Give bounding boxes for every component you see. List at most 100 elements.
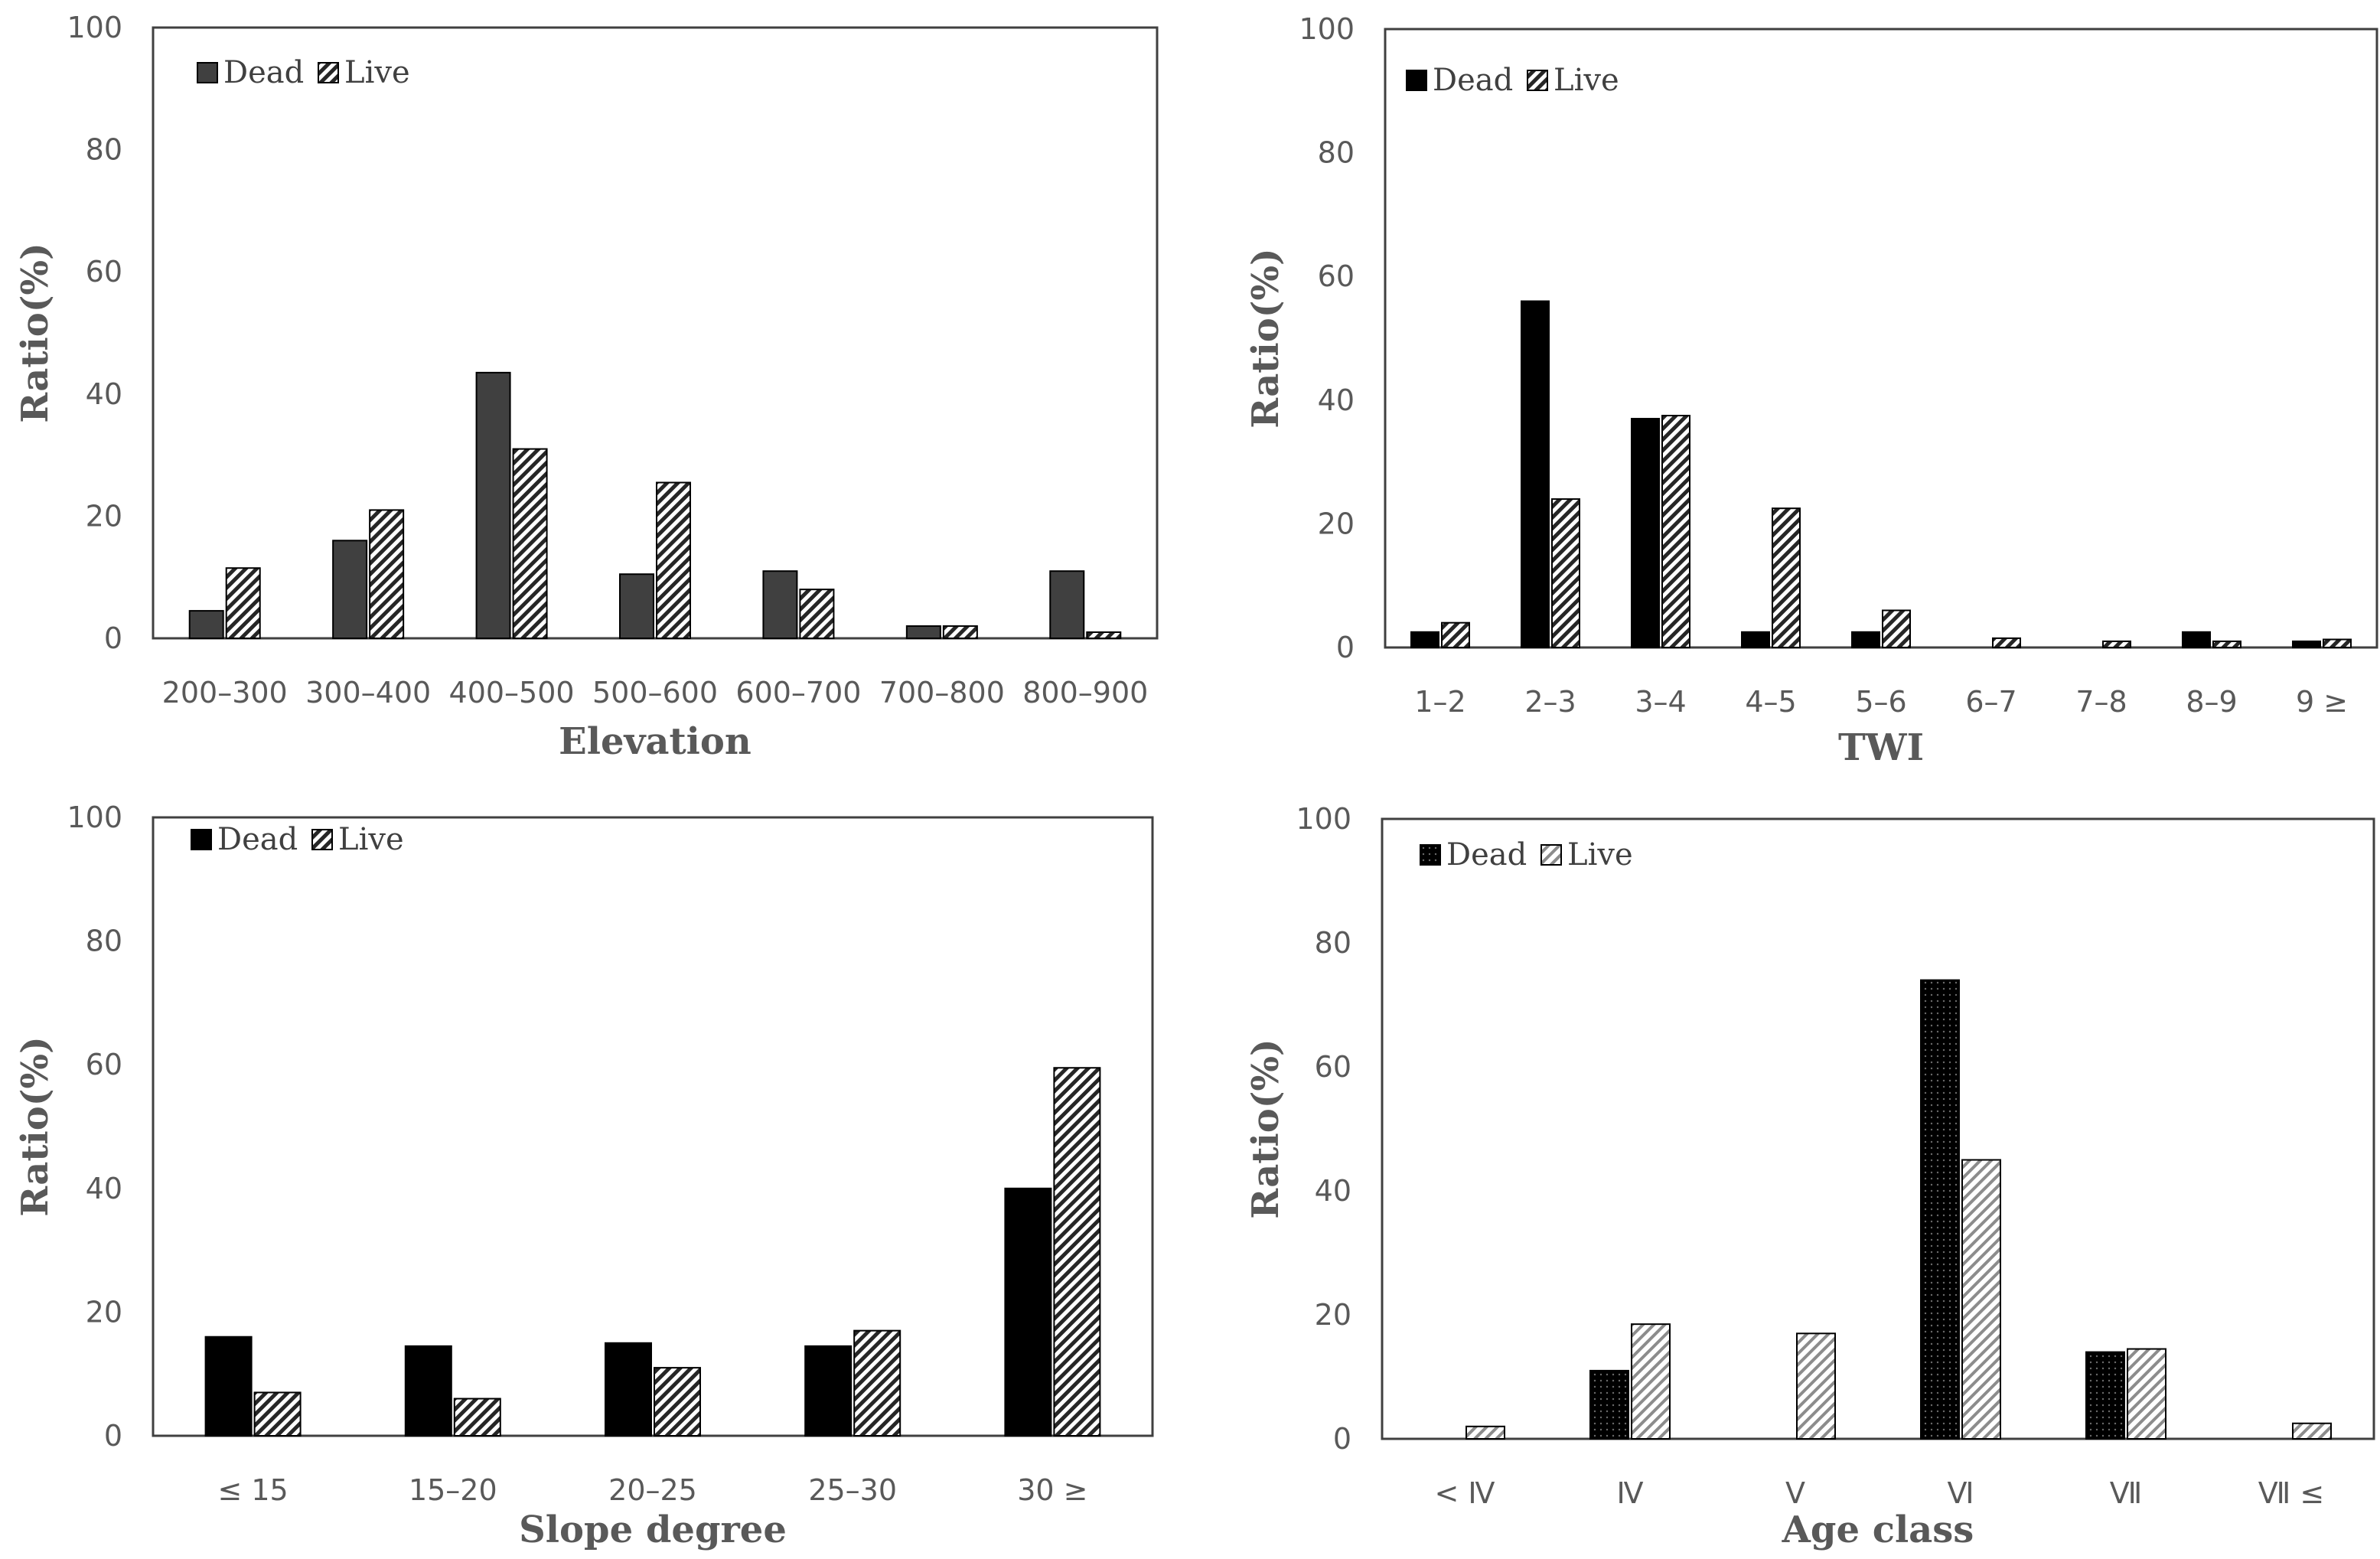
legend-swatch-dead xyxy=(1406,70,1427,91)
y-tick-label: 0 xyxy=(104,621,122,655)
y-tick-label: 20 xyxy=(86,1295,122,1329)
x-tick-label: 3–4 xyxy=(1635,685,1686,719)
bar-live xyxy=(1053,1067,1101,1437)
x-tick-label: 1–2 xyxy=(1414,685,1465,719)
y-tick-label: 60 xyxy=(86,255,122,289)
y-tick-label: 100 xyxy=(1296,802,1351,836)
bar-live xyxy=(512,448,548,639)
x-tick-label: 400–500 xyxy=(449,676,575,709)
x-tick-label: ≤ 15 xyxy=(217,1473,288,1507)
legend-swatch-dead xyxy=(191,829,212,850)
legend-label-live: Live xyxy=(1567,837,1633,872)
x-axis-label: Elevation xyxy=(559,720,751,763)
x-tick-label: 7–8 xyxy=(2075,685,2127,719)
y-tick-label: 40 xyxy=(1315,1174,1351,1208)
bar-dead xyxy=(204,1336,253,1437)
x-tick-label: < Ⅳ xyxy=(1435,1476,1495,1510)
y-tick-label: 80 xyxy=(86,133,122,167)
x-tick-label: 300–400 xyxy=(305,676,431,709)
y-axis-label: Ratio(%) xyxy=(1244,1039,1287,1219)
x-tick-label: 700–800 xyxy=(879,676,1005,709)
plot-frame xyxy=(152,26,1159,640)
y-tick-label: 60 xyxy=(86,1048,122,1081)
legend-swatch-live xyxy=(1540,844,1562,866)
legend-label-live: Live xyxy=(344,55,410,90)
x-tick-label: 9 ≥ xyxy=(2296,685,2348,719)
y-tick-label: 20 xyxy=(86,499,122,533)
bar-dead xyxy=(1004,1187,1052,1437)
bar-dead xyxy=(762,570,798,639)
x-axis-label: Slope degree xyxy=(519,1508,787,1551)
y-tick-label: 0 xyxy=(104,1419,122,1453)
legend-swatch-live xyxy=(1527,70,1548,91)
x-tick-label: 2–3 xyxy=(1524,685,1576,719)
bar-live xyxy=(369,509,405,639)
bar-live xyxy=(1796,1332,1836,1440)
bar-dead xyxy=(1049,570,1085,639)
bar-dead xyxy=(1741,631,1770,648)
x-tick-label: 20–25 xyxy=(608,1473,697,1507)
bar-dead xyxy=(2085,1351,2125,1440)
y-axis-label: Ratio(%) xyxy=(14,1036,57,1217)
y-axis-label: Ratio(%) xyxy=(1244,248,1287,429)
x-tick-label: 600–700 xyxy=(735,676,861,709)
y-tick-label: 60 xyxy=(1318,259,1355,293)
bar-dead xyxy=(1410,631,1439,648)
x-tick-label: Ⅳ xyxy=(1616,1476,1643,1510)
legend-swatch-live xyxy=(318,62,339,83)
legend-label-live: Live xyxy=(1554,63,1619,98)
x-tick-label: 200–300 xyxy=(162,676,288,709)
x-tick-label: 800–900 xyxy=(1022,676,1148,709)
x-tick-label: 6–7 xyxy=(1965,685,2016,719)
plot-frame xyxy=(1381,817,2375,1440)
plot-frame xyxy=(152,816,1154,1437)
y-tick-label: 0 xyxy=(1333,1422,1351,1456)
bar-dead xyxy=(2292,640,2321,648)
bar-dead xyxy=(332,540,368,640)
bar-live xyxy=(2212,640,2241,648)
x-tick-label: 30 ≥ xyxy=(1017,1473,1087,1507)
legend-swatch-dead xyxy=(1420,844,1441,866)
bar-dead xyxy=(1521,300,1550,648)
y-tick-label: 80 xyxy=(1315,926,1351,960)
bar-dead xyxy=(1851,631,1880,648)
x-tick-label: Ⅵ xyxy=(1947,1476,1974,1510)
legend-label-dead: Dead xyxy=(1446,837,1527,872)
y-tick-label: 0 xyxy=(1336,631,1355,664)
bar-dead xyxy=(1631,418,1660,648)
bar-live xyxy=(942,625,978,639)
bar-dead xyxy=(1920,979,1960,1440)
y-tick-label: 40 xyxy=(86,1172,122,1205)
bar-dead xyxy=(619,573,654,640)
bar-live xyxy=(853,1329,901,1437)
bar-dead xyxy=(475,371,511,639)
x-tick-label: 500–600 xyxy=(592,676,718,709)
legend-label-dead: Dead xyxy=(217,822,298,857)
y-tick-label: 100 xyxy=(1299,12,1355,46)
y-tick-label: 20 xyxy=(1318,507,1355,540)
age-class-chart: 0 20 40 60 80 100 Ratio(%) < Ⅳ Ⅳ Ⅴ Ⅵ Ⅶ Ⅶ ≤ Age class D… xyxy=(1244,802,2375,1551)
x-tick-label: 8–9 xyxy=(2186,685,2237,719)
bar-live xyxy=(2102,640,2131,648)
bar-live xyxy=(1086,631,1122,640)
bar-dead xyxy=(905,625,941,639)
bar-dead xyxy=(188,610,224,640)
bar-live xyxy=(1661,415,1690,648)
y-tick-label: 100 xyxy=(67,11,122,44)
bar-live xyxy=(1551,498,1580,649)
bar-live xyxy=(225,567,261,639)
bar-dead xyxy=(804,1345,853,1437)
x-tick-label: 25–30 xyxy=(808,1473,897,1507)
y-tick-label: 80 xyxy=(1318,136,1355,170)
bar-live xyxy=(1961,1159,2001,1440)
bar-live xyxy=(1631,1323,1671,1440)
bar-live xyxy=(1992,637,2021,649)
bar-live xyxy=(2292,1422,2332,1440)
y-axis-label: Ratio(%) xyxy=(14,243,57,423)
bar-live xyxy=(656,481,691,640)
bar-live xyxy=(2323,638,2352,648)
legend-swatch-dead xyxy=(197,62,218,83)
bar-live xyxy=(1441,621,1470,648)
bar-live xyxy=(1465,1425,1505,1440)
plot-frame xyxy=(1384,28,2378,649)
